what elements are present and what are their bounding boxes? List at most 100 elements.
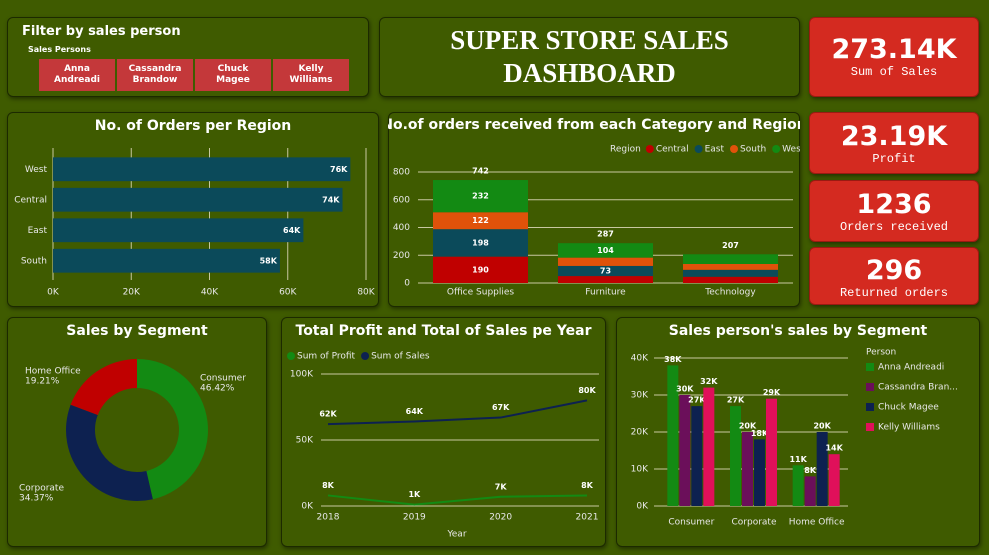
kpi-value: 273.14K (831, 34, 957, 65)
filter-option[interactable]: Chuck Magee (195, 59, 271, 91)
x-tick-label: Furniture (585, 288, 626, 298)
chart-title: Sales person's sales by Segment (669, 323, 928, 339)
legend-label: East (705, 145, 725, 155)
total-label: 287 (597, 230, 614, 239)
value-label: 7K (495, 482, 508, 491)
slice-value: 34.37% (19, 494, 54, 504)
bar (53, 248, 280, 273)
x-tick-label: Consumer (668, 518, 714, 528)
bar-segment (558, 276, 653, 283)
legend-label: Anna Andreadi (878, 363, 944, 373)
bar-segment (683, 254, 778, 264)
value-label: 32K (700, 377, 718, 386)
slice-value: 19.21% (25, 377, 60, 387)
filter-title: Filter by sales person (22, 24, 181, 39)
legend-marker (361, 352, 370, 360)
chart: Total Profit and Total of Sales pe Year S… (287, 323, 599, 540)
value-label: 14K (825, 444, 843, 453)
line-series (327, 494, 588, 506)
value-label: 11K (789, 455, 807, 464)
y-tick-label: 30K (631, 391, 649, 401)
bar (804, 476, 816, 506)
filter-option[interactable]: Kelly Williams (273, 59, 349, 91)
x-tick-label: Office Supplies (447, 288, 515, 298)
chart-title: Sales by Segment (66, 323, 208, 339)
filter-option[interactable]: Anna Andreadi (39, 59, 115, 91)
kpi-value: 296 (865, 255, 923, 286)
legend-label: Cassandra Bran... (878, 383, 958, 393)
bar (703, 387, 715, 506)
value-label: 104 (597, 246, 614, 255)
slice-label: Home Office (25, 367, 81, 377)
y-tick-label: 0K (636, 502, 649, 512)
value-label: 64K (283, 226, 301, 235)
legend-marker (866, 383, 874, 391)
bar-segment (558, 265, 653, 277)
bar (691, 406, 703, 506)
x-tick-label: 40K (201, 288, 219, 298)
legend-label: Central (656, 145, 689, 155)
kpi-label: Returned orders (839, 286, 949, 300)
chart-title: No.of orders received from each Category… (388, 117, 800, 133)
slice-label: Corporate (19, 484, 64, 494)
kpi-card: 296 Returned orders (809, 247, 979, 305)
x-tick-label: 20K (123, 288, 141, 298)
legend-label: Chuck Magee (878, 403, 939, 413)
chart: No. of Orders per Region 0K 20K 40K 60K 80K We… (14, 118, 376, 298)
value-label: 62K (319, 410, 337, 419)
value-label: 8K (581, 481, 594, 490)
kpi-card: 23.19K Profit (809, 112, 979, 174)
bar (679, 395, 691, 506)
legend-title: Person (866, 348, 896, 358)
y-tick-label: 40K (631, 354, 649, 364)
kpi-value: 1236 (856, 189, 932, 220)
legend-label: Kelly Williams (878, 423, 940, 433)
y-tick-label: 100K (290, 370, 314, 380)
kpi-label: Sum of Sales (850, 65, 938, 79)
value-label: 80K (578, 386, 596, 395)
bar-segment (683, 269, 778, 277)
bar-segment (433, 256, 528, 283)
bar (53, 157, 351, 182)
value-label: 27K (727, 396, 745, 405)
legend-marker (287, 352, 295, 360)
value-label: 58K (260, 256, 278, 265)
chart-title: Total Profit and Total of Sales pe Year (296, 323, 592, 339)
bar (730, 406, 741, 506)
legend-marker (645, 145, 654, 153)
y-tick-label: 50K (296, 436, 314, 446)
value-label: 198 (472, 238, 489, 247)
kpi-label: Profit (872, 152, 916, 166)
value-label: 74K (322, 195, 340, 204)
title-panel: SUPER STORE SALES DASHBOARD (379, 17, 800, 97)
bar-segment (433, 180, 528, 213)
value-label: 232 (472, 192, 489, 201)
bar (828, 454, 840, 506)
value-label: 8K (322, 481, 335, 490)
bar-segment (433, 212, 528, 230)
value-label: 1K (408, 490, 421, 499)
chart-title: No. of Orders per Region (95, 118, 292, 134)
chart-panel (7, 317, 267, 547)
total-label: 742 (472, 167, 489, 176)
bar (742, 432, 753, 506)
kpi-value: 23.19K (840, 121, 948, 152)
legend-label: Sum of Sales (371, 352, 430, 362)
value-label: 67K (492, 403, 510, 412)
kpi-label: Orders received (839, 220, 949, 234)
bar-segment (558, 257, 653, 266)
y-tick-label: 400 (393, 223, 410, 233)
filter-option[interactable]: Cassandra Brandow (117, 59, 193, 91)
bar (792, 465, 804, 506)
x-tick-label: Technology (704, 288, 756, 298)
y-tick-label: South (21, 256, 47, 266)
bar (53, 218, 304, 243)
donut-slice (70, 359, 137, 416)
x-tick-label: 60K (279, 288, 297, 298)
y-tick-label: 200 (393, 251, 410, 261)
value-label: 38K (664, 355, 682, 364)
bar-segment (683, 276, 778, 283)
chart: No.of orders received from each Category… (388, 117, 800, 298)
value-label: 27K (688, 396, 706, 405)
